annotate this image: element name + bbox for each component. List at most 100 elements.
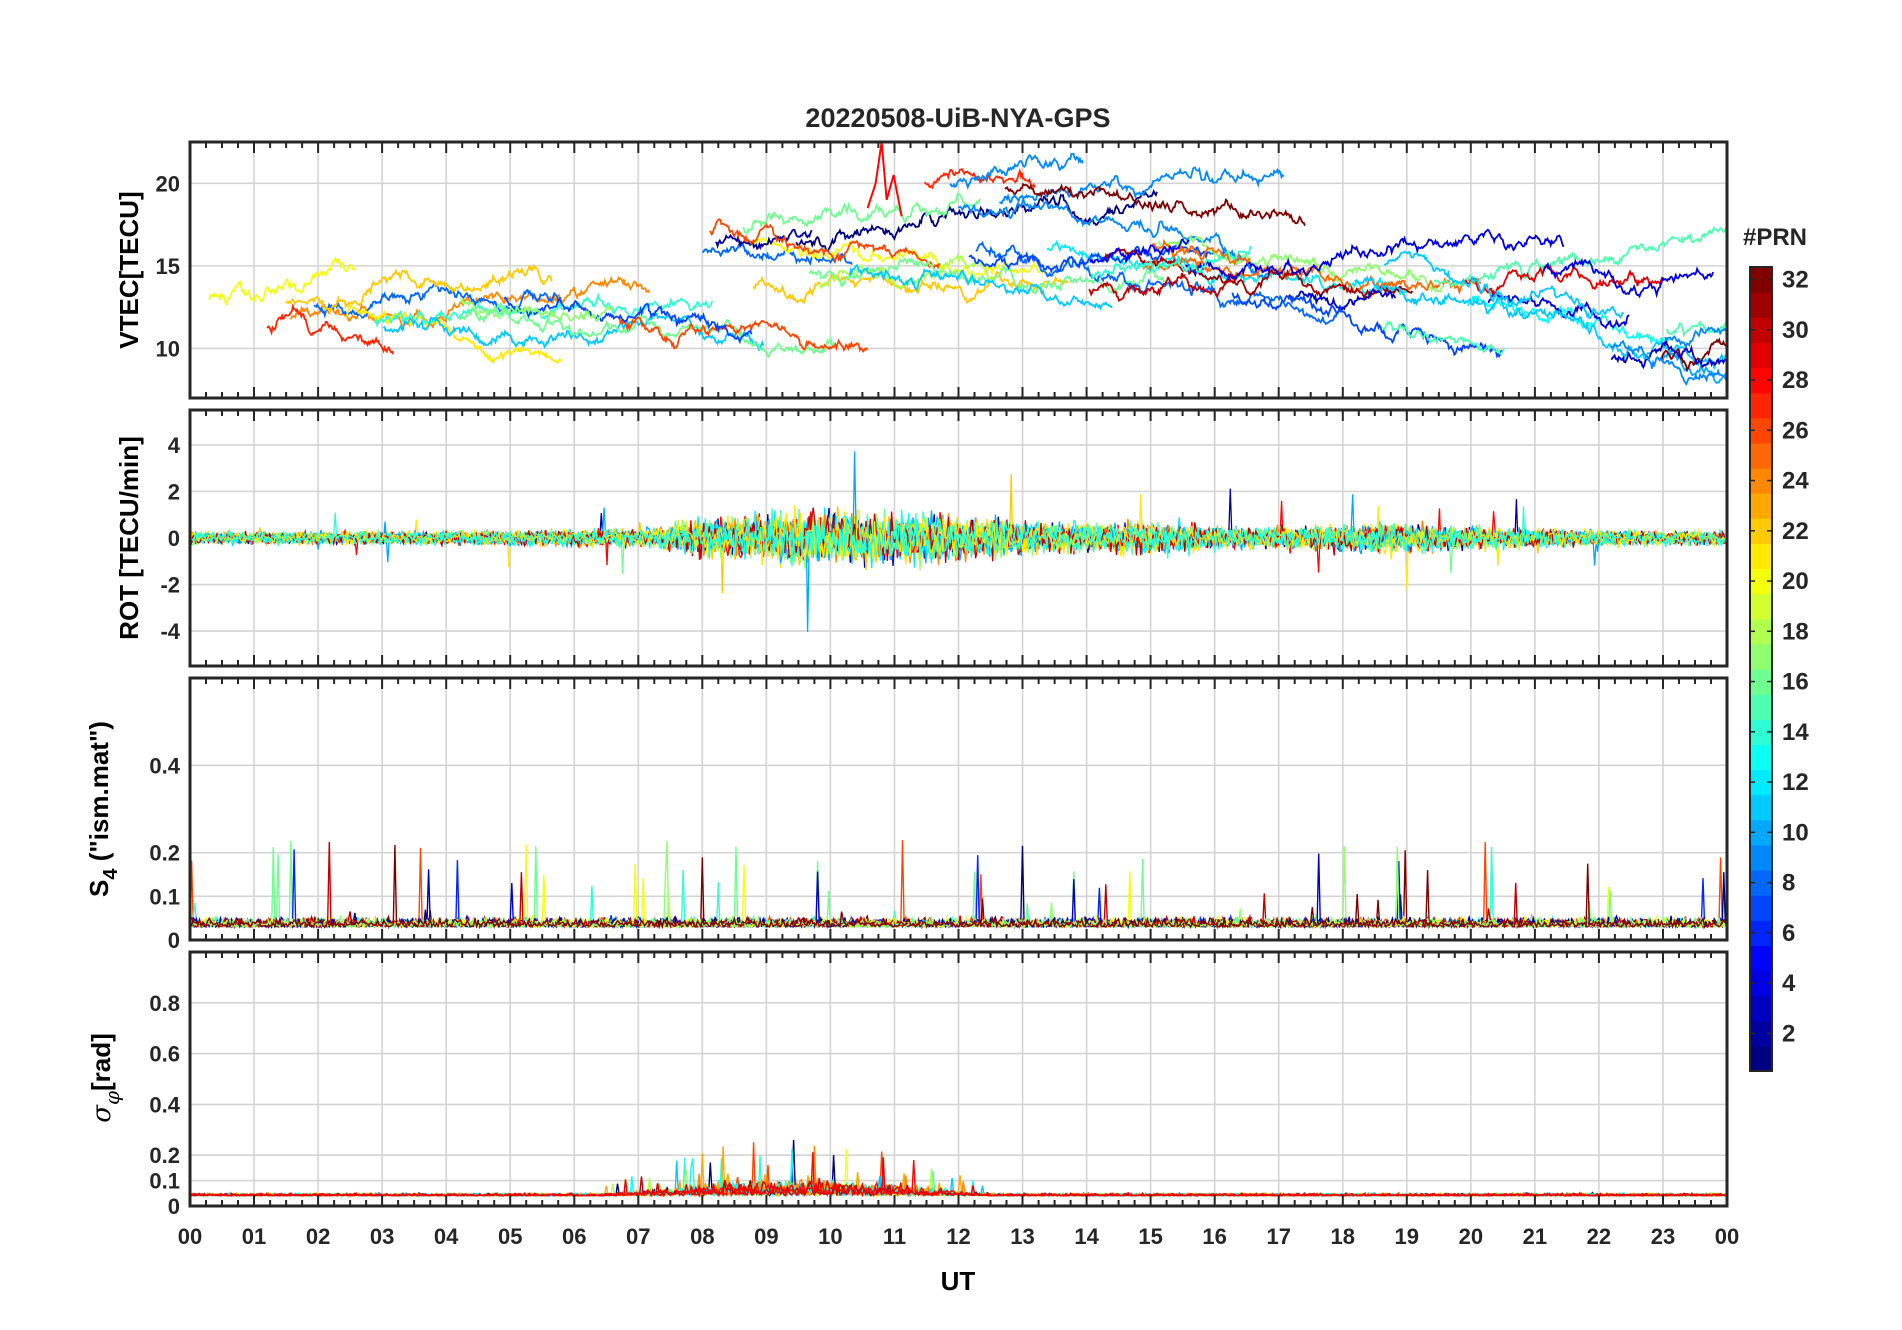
- colorbar-swatch: [1750, 367, 1772, 394]
- vtec-series-30: [1158, 233, 1445, 293]
- s4-plot-area: [190, 840, 1727, 930]
- vtec-series-8: [458, 302, 838, 359]
- colorbar-swatch: [1750, 643, 1772, 670]
- vtec-series-53: [1664, 326, 1727, 348]
- rot-panel: -4 -2 0 2 4 ROT [TECU/min]: [114, 408, 1729, 668]
- s4-label-rest: ("ism.mat"): [84, 721, 114, 868]
- vtec-series-11: [459, 297, 615, 323]
- vtec-series-44: [1383, 250, 1625, 320]
- vtec-series-0: [289, 275, 651, 331]
- vtec-y-tick-label: 20: [156, 171, 180, 196]
- colorbar-swatch: [1750, 819, 1772, 846]
- vtec-series-22: [958, 166, 1285, 220]
- rot-plot-area: [190, 451, 1727, 632]
- colorbar-swatch: [1750, 568, 1772, 595]
- colorbar-swatches: [1750, 267, 1772, 1072]
- x-tick-label: 22: [1587, 1224, 1611, 1249]
- x-tick-label: 03: [370, 1224, 394, 1249]
- x-tick-label: 07: [626, 1224, 650, 1249]
- vtec-series-43: [1464, 263, 1664, 296]
- s4-frame: [188, 676, 1729, 942]
- colorbar-swatch: [1750, 995, 1772, 1022]
- sigma-phi-y-tick-label: 0.6: [149, 1042, 180, 1067]
- rot-y-tick-label: 4: [168, 433, 181, 458]
- colorbar-tick-label: 18: [1782, 618, 1809, 645]
- vtec-series-40: [1466, 294, 1670, 346]
- sigma-phi-y-tick-label: 0.1: [149, 1169, 180, 1194]
- s4-series-13: [190, 844, 1727, 930]
- vtec-series-46: [1382, 320, 1505, 355]
- rot-series-13: [190, 507, 1727, 563]
- colorbar-tick-label: 12: [1782, 769, 1809, 796]
- x-tick-labels: 00 01 02 03 04 05 06 07 08 09 10 11 12 13 14 15 16 17 18 19…: [178, 1224, 1739, 1249]
- vtec-series-15: [715, 229, 813, 251]
- vtec-series-38: [1089, 238, 1190, 264]
- colorbar-swatch: [1750, 442, 1772, 469]
- vtec-series-52: [1610, 339, 1727, 387]
- vtec-peak-series: [866, 142, 903, 217]
- colorbar-swatch: [1750, 392, 1772, 419]
- sigma-phi-y-tick-label: 0.2: [149, 1143, 180, 1168]
- sigma-phi-y-tick-label: 0.4: [149, 1092, 180, 1117]
- x-tick-label: 06: [562, 1224, 586, 1249]
- colorbar-tick-marks: [1750, 278, 1772, 1035]
- vtec-series-19: [742, 192, 981, 236]
- x-tick-label: 04: [434, 1224, 459, 1249]
- colorbar-swatch: [1750, 267, 1772, 293]
- sigma-phi-panel: 00.10.2 0.4 0.6 0.8 σφ[rad]: [86, 950, 1729, 1219]
- vtec-series-27: [949, 152, 1084, 190]
- sigma-phi-frame: [188, 950, 1729, 1208]
- x-tick-label: 01: [242, 1224, 266, 1249]
- colorbar-tick-label: 16: [1782, 669, 1809, 696]
- x-tick-label: 19: [1395, 1224, 1419, 1249]
- vtec-series-12: [702, 239, 853, 267]
- sigma-phi-y-tick-label: 0: [168, 1194, 180, 1219]
- rot-y-tick-label: -4: [160, 619, 180, 644]
- colorbar-swatch: [1750, 1020, 1772, 1047]
- x-tick-label: 23: [1651, 1224, 1675, 1249]
- sigma-phi-axis-label: σφ[rad]: [86, 1033, 124, 1123]
- vtec-series-32: [1142, 256, 1482, 295]
- vtec-series-29: [968, 241, 1234, 274]
- sigma-phi-y-tick-labels: 00.10.2 0.4 0.6 0.8: [149, 991, 180, 1219]
- vtec-series-23: [924, 167, 1036, 190]
- vtec-y-tick-label: 10: [156, 336, 180, 361]
- vtec-series-50: [1660, 337, 1727, 373]
- x-tick-label: 05: [498, 1224, 522, 1249]
- s4-label-subscript: 4: [100, 868, 122, 880]
- colorbar-tick-label: 20: [1782, 568, 1809, 595]
- colorbar-title: #PRN: [1743, 224, 1807, 251]
- colorbar-frame: [1749, 266, 1773, 1072]
- colorbar-swatch: [1750, 543, 1772, 570]
- colorbar-swatch: [1750, 1045, 1772, 1072]
- x-tick-label: 16: [1202, 1224, 1226, 1249]
- colorbar-swatch: [1750, 669, 1772, 695]
- s4-y-tick-label: 0.2: [149, 841, 180, 866]
- colorbar-swatch: [1750, 970, 1772, 997]
- vtec-series-7: [285, 263, 553, 314]
- colorbar-tick-label: 24: [1782, 468, 1809, 495]
- vtec-series-51: [1610, 337, 1727, 370]
- x-tick-label: 15: [1138, 1224, 1162, 1249]
- colorbar-tick-label: 2: [1782, 1020, 1795, 1047]
- vtec-series-10: [503, 297, 753, 345]
- vtec-plot-area: [208, 142, 1727, 387]
- sigma-phi-label-rest: [rad]: [86, 1033, 116, 1091]
- colorbar-tick-label: 22: [1782, 518, 1809, 545]
- vtec-series-2: [266, 303, 395, 355]
- vtec-series-35: [1287, 287, 1397, 311]
- x-tick-label: 00: [1715, 1224, 1739, 1249]
- vtec-series-45: [1354, 275, 1727, 371]
- colorbar-swatch: [1750, 920, 1772, 946]
- colorbar-swatch: [1750, 618, 1772, 645]
- vtec-panel: 10 15 20 VTEC[TECU]: [114, 140, 1729, 400]
- sigma-phi-y-tick-label: 0.8: [149, 991, 180, 1016]
- colorbar-swatch: [1750, 794, 1772, 821]
- rot-axis-label: ROT [TECU/min]: [114, 436, 144, 640]
- vtec-series-33: [1103, 247, 1414, 302]
- s4-y-tick-label: 0.1: [149, 884, 180, 909]
- x-tick-label: 02: [306, 1224, 330, 1249]
